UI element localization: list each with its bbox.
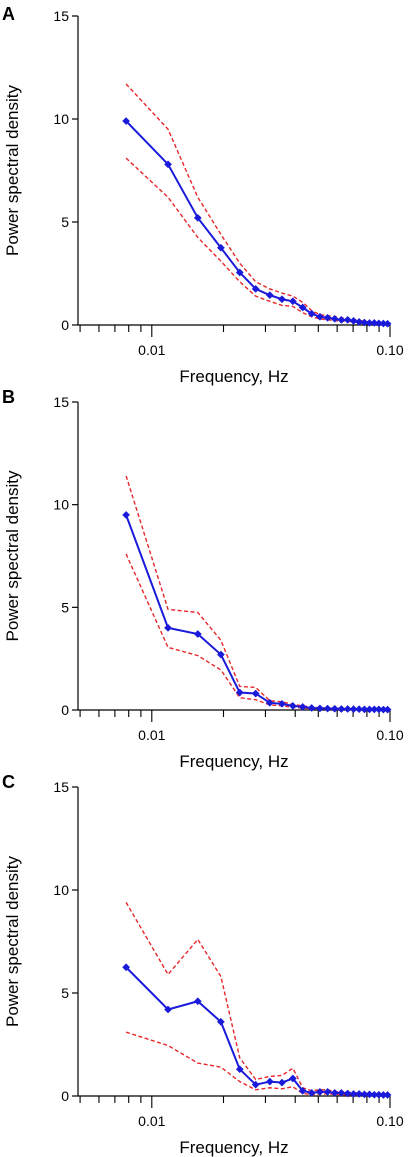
data-point <box>330 704 339 713</box>
data-point <box>298 303 307 312</box>
panel-b: B 0 5 10 15 0.01 0.10 Frequency, Hz Power spectr… <box>2 387 404 771</box>
data-point <box>235 688 244 697</box>
data-point <box>343 705 352 713</box>
y-tick-label: 0 <box>61 702 69 718</box>
y-tick-label: 10 <box>53 882 69 898</box>
x-tick-label: 0.10 <box>376 342 403 358</box>
data-point <box>288 1074 297 1083</box>
data-point <box>265 1077 274 1086</box>
data-point <box>193 213 202 222</box>
data-point <box>235 1065 244 1074</box>
data-point <box>315 704 324 713</box>
x-tick-label: 0.10 <box>376 1113 403 1129</box>
series-lower-line <box>125 157 388 326</box>
data-point <box>216 1017 225 1026</box>
data-point <box>315 312 324 321</box>
y-axis-title: Power spectral density <box>3 470 22 642</box>
y-tick-label: 5 <box>61 214 69 230</box>
panel-label: C <box>2 772 15 792</box>
data-point <box>349 705 358 714</box>
data-point <box>216 243 225 252</box>
x-axis-title: Frequency, Hz <box>179 367 288 386</box>
data-point <box>383 1091 392 1099</box>
y-tick-label: 5 <box>61 599 69 615</box>
data-point <box>360 318 369 327</box>
data-point <box>323 313 332 322</box>
data-point <box>288 297 297 306</box>
data-point <box>235 268 244 277</box>
panel-c: C 0 5 10 15 0.01 0.10 Frequency, Hz Power spectr… <box>2 772 404 1157</box>
series-mean-line <box>125 966 388 1096</box>
data-point <box>355 705 364 714</box>
data-point <box>164 160 172 169</box>
x-tick-label: 0.01 <box>138 342 165 358</box>
series-upper-line <box>125 902 388 1096</box>
data-point <box>298 1086 307 1095</box>
data-point <box>355 1089 364 1098</box>
y-tick-label: 10 <box>53 497 69 513</box>
data-point <box>278 699 286 708</box>
y-tick-label: 15 <box>53 779 69 795</box>
data-point <box>307 309 316 318</box>
data-point <box>355 317 364 326</box>
data-point <box>193 997 202 1006</box>
data-point <box>330 1088 339 1097</box>
data-point <box>251 689 260 698</box>
data-point <box>323 704 332 713</box>
y-tick-label: 15 <box>53 394 69 410</box>
y-tick-label: 15 <box>53 8 69 24</box>
x-tick-label: 0.01 <box>138 1113 165 1129</box>
y-tick-label: 0 <box>61 1088 69 1104</box>
data-point <box>343 315 352 324</box>
data-point <box>343 1089 352 1098</box>
series-mean-line <box>125 120 388 325</box>
x-axis-title: Frequency, Hz <box>179 752 288 771</box>
data-point <box>265 291 274 300</box>
data-point <box>337 315 346 324</box>
data-point <box>307 703 316 712</box>
data-point <box>337 705 346 713</box>
data-point <box>307 1088 316 1097</box>
y-axis-title: Power spectral density <box>3 84 22 256</box>
data-point <box>383 705 392 714</box>
data-point <box>298 702 307 711</box>
y-tick-label: 5 <box>61 985 69 1001</box>
y-axis-title: Power spectral density <box>3 855 22 1027</box>
x-tick-label: 0.10 <box>376 727 403 743</box>
data-point <box>278 295 286 304</box>
series-lower-line <box>125 553 388 711</box>
data-point <box>164 1005 172 1014</box>
data-point <box>337 1088 346 1097</box>
data-point <box>315 1087 324 1096</box>
data-point <box>122 510 131 519</box>
series-upper-line <box>125 475 388 710</box>
data-point <box>365 1090 374 1099</box>
data-point <box>383 319 392 328</box>
data-point <box>251 1080 260 1089</box>
series-mean-line <box>125 514 388 711</box>
data-point <box>265 698 274 707</box>
y-tick-label: 0 <box>61 317 69 333</box>
data-point <box>330 314 339 323</box>
y-tick-label: 10 <box>53 111 69 127</box>
x-axis-title: Frequency, Hz <box>179 1138 288 1157</box>
data-point <box>349 316 358 325</box>
panel-label: B <box>2 387 15 407</box>
panel-a: A 0 5 10 15 0.01 0.10 Frequency, Hz Power spectr… <box>2 4 404 386</box>
data-point <box>193 630 202 638</box>
data-point <box>278 1078 286 1087</box>
data-point <box>251 284 260 293</box>
data-point <box>164 623 172 632</box>
data-point <box>349 1089 358 1098</box>
panel-label: A <box>2 4 15 24</box>
data-point <box>323 1087 332 1096</box>
data-point <box>122 117 131 126</box>
data-point <box>288 701 297 710</box>
data-point <box>216 650 225 659</box>
data-point <box>122 963 131 972</box>
x-tick-label: 0.01 <box>138 727 165 743</box>
series-upper-line <box>125 83 388 324</box>
